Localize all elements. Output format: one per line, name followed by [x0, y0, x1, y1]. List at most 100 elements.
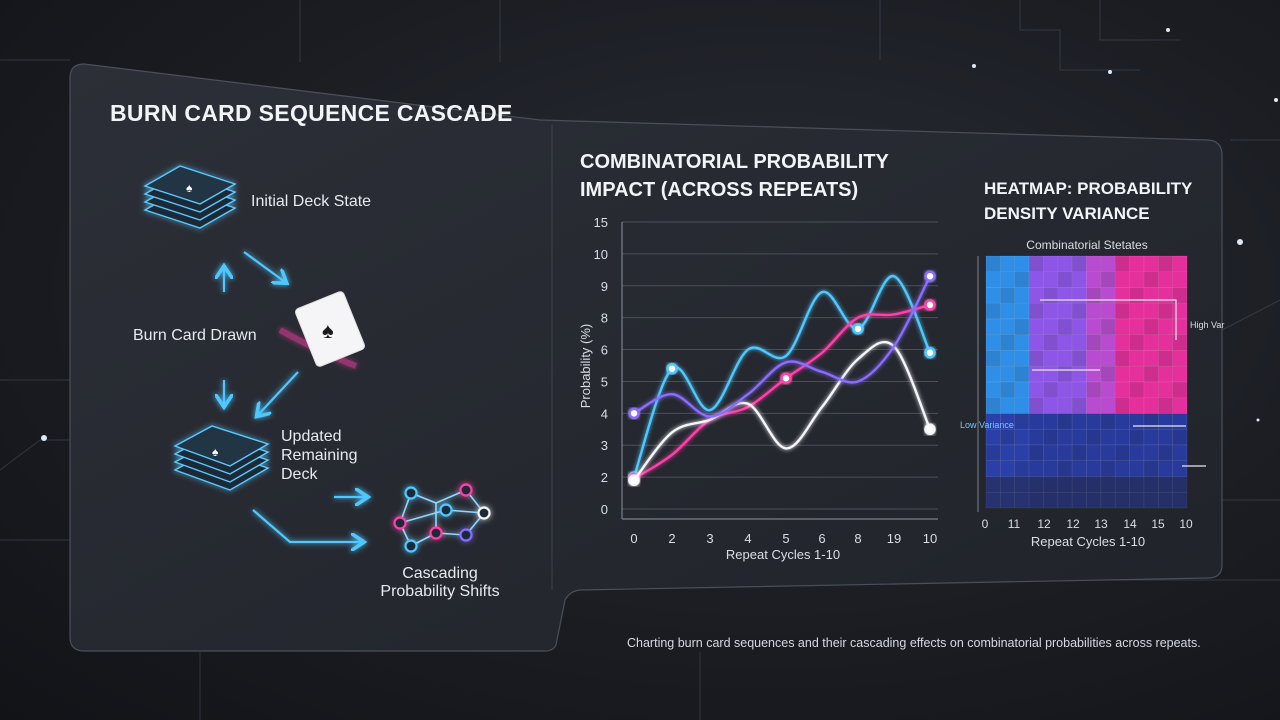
- heatmap-cell: [1000, 428, 1016, 446]
- heatmap-cell: [1129, 491, 1145, 509]
- initial-deck-icon: [143, 165, 237, 229]
- heatmap-cell: [1028, 444, 1044, 462]
- heatmap-cell: [1129, 334, 1145, 351]
- heatmap-cell: [1057, 444, 1073, 462]
- heatmap-cell: [1043, 444, 1059, 462]
- line-chart-title-2: IMPACT (ACROSS REPEATS): [580, 179, 859, 201]
- heatmap-cell: [1000, 460, 1016, 477]
- heatmap-cell: [1100, 413, 1116, 430]
- heatmap-cell: [1172, 397, 1188, 414]
- heatmap-cell: [1172, 287, 1188, 304]
- label-cascade: Cascading Probability Shifts: [378, 565, 502, 601]
- heatmap-cell: [1071, 365, 1087, 383]
- heatmap-cell: [985, 255, 1001, 273]
- heatmap-x-tick-label: 13: [1094, 517, 1108, 531]
- heatmap-title-1: HEATMAP: PROBABILITY: [984, 179, 1193, 198]
- heatmap-cell: [1157, 397, 1173, 414]
- heatmap-title-2: DENSITY VARIANCE: [984, 204, 1150, 223]
- heatmap-cell: [1157, 476, 1173, 493]
- heatmap-cell: [1172, 444, 1188, 462]
- heatmap-cell: [1057, 476, 1073, 493]
- y-tick-label: 9: [601, 279, 608, 294]
- spade-icon: ♠: [186, 181, 193, 195]
- heatmap-cell: [1129, 350, 1145, 367]
- heatmap-cell: [1057, 287, 1073, 304]
- heatmap-cell: [1000, 381, 1016, 399]
- heatmap-cell: [1028, 365, 1044, 383]
- heatmap-cell: [1057, 255, 1073, 273]
- y-tick-label: 5: [601, 374, 608, 389]
- heatmap-title: HEATMAP: PROBABILITY DENSITY VARIANCE: [984, 176, 1192, 226]
- heatmap-cell: [1129, 476, 1145, 493]
- heatmap-cell: [1043, 365, 1059, 383]
- x-tick-label: 19: [887, 531, 901, 546]
- heatmap-cell: [1028, 287, 1044, 304]
- x-tick-label: 8: [854, 531, 861, 546]
- heatmap-cell: [1014, 318, 1030, 336]
- label-cascade-line2: Probability Shifts: [380, 583, 500, 600]
- heatmap-cell: [1043, 413, 1059, 430]
- heatmap-cell: [1014, 381, 1030, 399]
- heatmap-cell: [1086, 428, 1102, 446]
- heatmap-cell: [1129, 271, 1145, 288]
- heatmap-x-tick-label: 11: [1008, 517, 1021, 531]
- heatmap-cell: [1143, 255, 1159, 273]
- heatmap-cell: [1100, 271, 1116, 288]
- heatmap-cell: [1100, 428, 1116, 446]
- heatmap-cell: [985, 334, 1001, 351]
- heatmap-cell: [1071, 460, 1087, 477]
- x-tick-label: 10: [923, 531, 937, 546]
- heatmap-cell: [1114, 271, 1130, 288]
- y-tick-label: 15: [594, 215, 608, 230]
- heatmap-cell: [1014, 255, 1030, 273]
- heatmap-cell: [1114, 491, 1130, 509]
- heatmap-cell: [1043, 302, 1059, 320]
- x-axis-label: Repeat Cycles 1-10: [726, 547, 840, 562]
- heatmap-cell: [1014, 476, 1030, 493]
- label-updated-line1: Updated: [281, 428, 342, 445]
- line-chart-title-1: COMBINATORIAL PROBABILITY: [580, 151, 889, 173]
- heatmap-cell: [1157, 365, 1173, 383]
- x-tick-label: 4: [744, 531, 751, 546]
- heatmap-cell: [1071, 255, 1087, 273]
- heatmap-cell: [1014, 365, 1030, 383]
- heatmap-cell: [1114, 334, 1130, 351]
- heatmap-cell: [985, 271, 1001, 288]
- heatmap-cell: [1014, 350, 1030, 367]
- heatmap-cell: [1157, 302, 1173, 320]
- heatmap-cell: [1114, 460, 1130, 477]
- heatmap-cell: [1143, 460, 1159, 477]
- heatmap-cell: [985, 365, 1001, 383]
- series-point: [628, 474, 640, 487]
- heatmap-cell: [1057, 365, 1073, 383]
- heatmap-cell: [1129, 365, 1145, 383]
- heatmap-cell: [1057, 381, 1073, 399]
- heatmap-cell: [1014, 334, 1030, 351]
- heatmap-cell: [1114, 302, 1130, 320]
- heatmap-cell: [1172, 413, 1188, 430]
- heatmap-cell: [1000, 271, 1016, 288]
- heatmap-cell: [1000, 287, 1016, 304]
- series-line-2: [633, 340, 932, 482]
- heatmap-cell: [1100, 334, 1116, 351]
- heatmap-cell: [1057, 350, 1073, 367]
- heatmap-cell: [1071, 397, 1087, 414]
- heatmap-cell: [1043, 271, 1059, 288]
- heatmap-cell: [1172, 271, 1188, 288]
- heatmap-cell: [1100, 476, 1116, 493]
- heatmap-cell: [1014, 302, 1030, 320]
- heatmap-cell: [1114, 255, 1130, 273]
- heatmap-cell: [1071, 476, 1087, 493]
- heatmap-cell: [1057, 334, 1073, 351]
- heatmap-cell: [1157, 334, 1173, 351]
- heatmap-cell: [1028, 491, 1044, 509]
- heatmap-cell: [1086, 413, 1102, 430]
- heatmap-cell: [1086, 460, 1102, 477]
- heatmap-cell: [1043, 428, 1059, 446]
- label-updated-line2: Remaining: [281, 447, 358, 464]
- heatmap-cell: [985, 302, 1001, 320]
- line-chart-title: COMBINATORIAL PROBABILITY IMPACT (ACROSS…: [580, 148, 889, 204]
- heatmap-cell: [1057, 460, 1073, 477]
- heatmap-cell: [1143, 302, 1159, 320]
